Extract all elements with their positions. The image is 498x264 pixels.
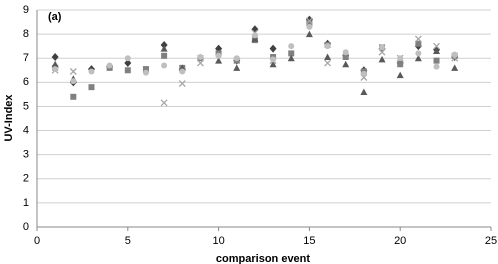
y-tick-label: 3 xyxy=(23,149,29,161)
point xyxy=(124,59,132,68)
point xyxy=(306,20,313,27)
point xyxy=(324,43,331,50)
point xyxy=(288,43,295,50)
y-tick-label: 0 xyxy=(23,221,29,233)
point xyxy=(51,53,59,62)
point xyxy=(342,54,349,61)
point xyxy=(396,71,404,79)
point xyxy=(305,30,313,38)
point xyxy=(360,88,368,95)
y-tick-label: 8 xyxy=(23,28,29,40)
point xyxy=(233,55,240,62)
point xyxy=(414,54,422,62)
point xyxy=(124,67,131,74)
point xyxy=(179,68,186,75)
point xyxy=(251,35,259,42)
point xyxy=(269,60,277,68)
point xyxy=(215,52,222,59)
point xyxy=(451,64,459,71)
point xyxy=(124,55,131,62)
point xyxy=(379,44,386,51)
x-axis-title: comparison event xyxy=(216,253,310,264)
point xyxy=(70,93,77,100)
point xyxy=(305,17,313,25)
point xyxy=(451,51,458,58)
point xyxy=(414,35,422,43)
point xyxy=(415,40,422,47)
point xyxy=(161,62,168,69)
point xyxy=(324,59,332,67)
x-tick-label: 20 xyxy=(394,235,406,247)
point xyxy=(88,68,95,75)
x-tick-label: 0 xyxy=(34,235,40,247)
point xyxy=(287,54,295,62)
x-tick-label: 5 xyxy=(125,235,131,247)
point xyxy=(70,78,77,85)
point xyxy=(160,45,168,52)
point xyxy=(415,50,422,57)
point xyxy=(51,60,59,68)
point xyxy=(251,32,258,39)
point xyxy=(52,66,59,73)
point xyxy=(233,64,241,71)
point xyxy=(397,55,404,62)
point xyxy=(88,84,95,91)
point xyxy=(433,57,440,64)
point xyxy=(378,48,386,56)
x-tick-label: 25 xyxy=(485,235,497,247)
x-tick-label: 15 xyxy=(303,235,315,247)
point xyxy=(270,56,277,63)
y-tick-label: 7 xyxy=(23,52,29,64)
y-tick-label: 2 xyxy=(23,173,29,185)
y-tick-label: 1 xyxy=(23,197,29,209)
x-tick-label: 10 xyxy=(212,235,224,247)
y-tick-label: 4 xyxy=(23,124,29,136)
point xyxy=(215,57,223,64)
point xyxy=(269,44,277,53)
point xyxy=(69,68,77,75)
point xyxy=(378,55,386,63)
point xyxy=(288,50,295,57)
point xyxy=(142,69,149,76)
y-tick-label: 6 xyxy=(23,76,29,88)
y-tick-label: 9 xyxy=(23,4,29,16)
point xyxy=(160,40,168,49)
point xyxy=(160,99,168,107)
point xyxy=(142,66,149,73)
point xyxy=(342,49,349,56)
point xyxy=(360,70,367,77)
point xyxy=(106,62,113,69)
point xyxy=(324,53,332,61)
point xyxy=(342,60,350,68)
point xyxy=(178,80,186,87)
point xyxy=(197,54,204,61)
point xyxy=(196,59,204,67)
point xyxy=(161,52,168,59)
point xyxy=(306,23,313,30)
point xyxy=(433,42,440,50)
point xyxy=(433,63,440,70)
y-axis-title: UV-Index xyxy=(3,94,15,142)
y-tick-label: 5 xyxy=(23,100,29,112)
annotation: (a) xyxy=(48,11,62,23)
point xyxy=(433,47,441,54)
point xyxy=(397,61,404,68)
